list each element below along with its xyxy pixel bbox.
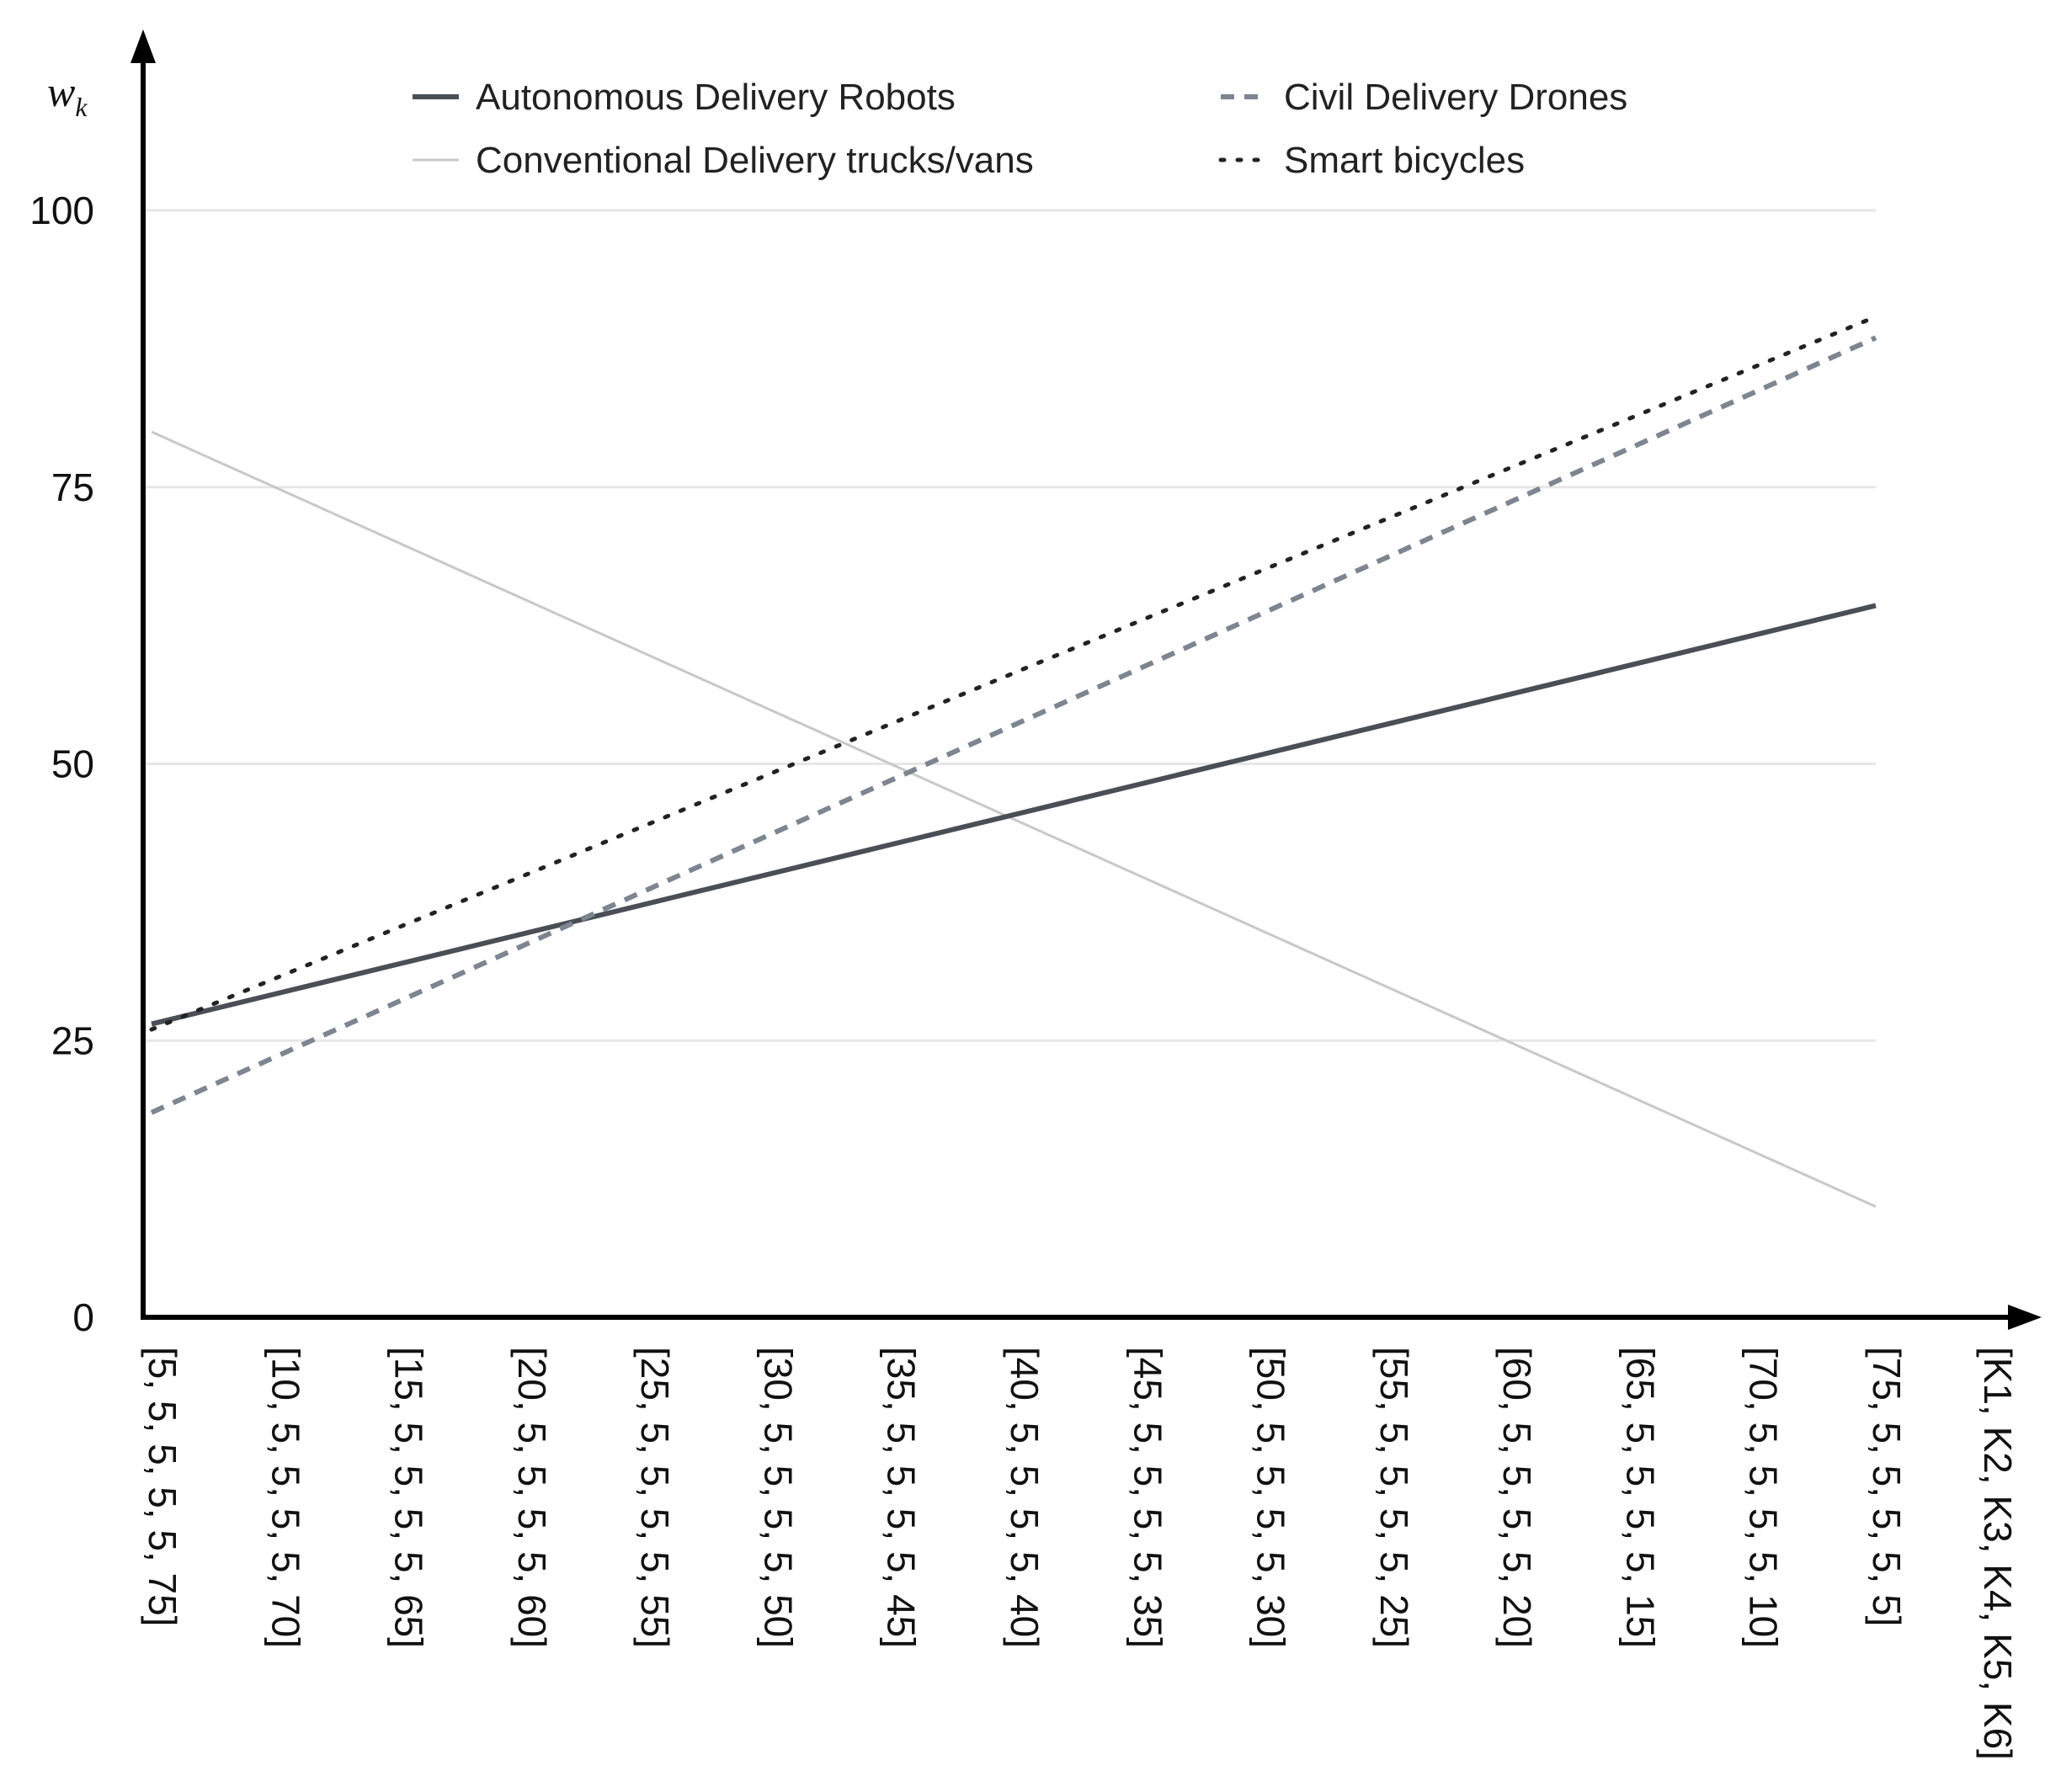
series-line: [149, 314, 1878, 1032]
x-axis-arrow: [2008, 1305, 2042, 1330]
x-tick-label: [15, 5, 5, 5, 5, 65]: [387, 1347, 431, 1648]
legend: Autonomous Delivery Robots Civil Delivery…: [413, 77, 1627, 181]
x-tick-label: [60, 5, 5, 5, 5, 20]: [1495, 1347, 1539, 1648]
y-tick-label: 50: [51, 742, 94, 786]
x-tick-label: [10, 5, 5, 5, 5, 70]: [264, 1347, 307, 1648]
x-tick-label: [70, 5, 5, 5, 5, 10]: [1742, 1347, 1786, 1648]
y-tick-labels: 0 25 50 75 100: [29, 189, 94, 1339]
legend-label: Conventional Delivery trucks/vans: [476, 140, 1034, 181]
x-tick-label: [55, 5, 5, 5, 5, 25]: [1372, 1347, 1416, 1648]
x-tick-label: [50, 5, 5, 5, 5, 30]: [1249, 1347, 1293, 1648]
x-tick-label: [20, 5, 5, 5, 5, 60]: [510, 1347, 554, 1648]
y-tick-label: 0: [72, 1295, 94, 1339]
x-tick-label: [35, 5, 5, 5, 5, 45]: [880, 1347, 924, 1648]
axes: [130, 29, 2042, 1330]
x-tick-labels: [5, 5, 5, 5, 5, 75] [10, 5, 5, 5, 5, 70] […: [141, 1347, 1909, 1648]
x-tick-label: [45, 5, 5, 5, 5, 35]: [1126, 1347, 1169, 1648]
series-line: [151, 603, 1877, 1027]
y-tick-label: 25: [51, 1018, 94, 1062]
y-tick-label: 75: [51, 465, 94, 509]
x-tick-label: [75, 5, 5, 5, 5, 5]: [1865, 1347, 1909, 1626]
x-tick-label: [40, 5, 5, 5, 5, 40]: [1003, 1347, 1046, 1648]
x-tick-label: [25, 5, 5, 5, 5, 55]: [633, 1347, 677, 1648]
series-line: [150, 335, 1877, 1115]
y-axis-arrow: [130, 29, 156, 63]
x-tick-label: [65, 5, 5, 5, 5, 15]: [1618, 1347, 1662, 1648]
legend-label: Smart bicycles: [1284, 140, 1525, 181]
x-tick-label: [30, 5, 5, 5, 5, 50]: [756, 1347, 800, 1648]
y-axis-label: wk: [47, 68, 88, 122]
y-tick-label: 100: [29, 189, 94, 232]
x-tick-label: [5, 5, 5, 5, 5, 75]: [141, 1347, 184, 1626]
legend-label: Autonomous Delivery Robots: [476, 77, 956, 118]
series-line: [151, 430, 1877, 1208]
legend-label: Civil Delivery Drones: [1284, 77, 1627, 118]
gridlines: [143, 209, 1876, 1042]
series-lines: [149, 314, 1878, 1208]
x-axis-label: [K1, K2, K3, K4, K5, K6]: [1976, 1347, 2020, 1760]
